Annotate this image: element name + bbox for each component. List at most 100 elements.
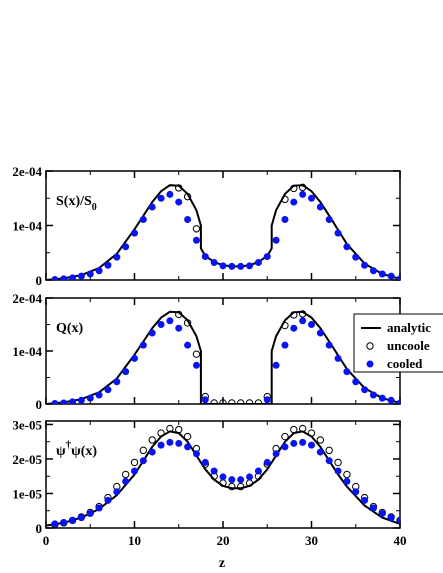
uncooled-point [298, 424, 307, 433]
legend: analytic uncoole cooled [353, 313, 443, 373]
cooled-point [263, 458, 271, 466]
cooled-point [113, 253, 121, 261]
uncooled-point [281, 321, 289, 330]
cooled-point [325, 216, 333, 224]
cooled-point [325, 457, 333, 465]
uncooled-point [316, 436, 325, 444]
cooled-point [201, 253, 209, 261]
panel-label: ψ†ψ(x) [56, 439, 97, 459]
y-tick-label: 2e-05 [12, 452, 42, 467]
cooled-point [157, 194, 165, 202]
cooled-point [175, 198, 183, 206]
cooled-point [60, 275, 68, 280]
cooled-point [192, 236, 200, 244]
y-tick-label: 2e-04 [12, 291, 42, 306]
cooled-point [148, 448, 156, 456]
cooled-point [361, 496, 369, 504]
cooled-point [237, 476, 245, 484]
cooled-point [175, 439, 183, 447]
cooled-point [316, 203, 324, 211]
cooled-point [131, 354, 138, 362]
uncooled-point [343, 470, 351, 479]
cooled-point [131, 467, 138, 475]
uncooled-point [298, 183, 307, 192]
cooled-point [201, 458, 209, 466]
cooled-point [95, 267, 103, 275]
cooled-point [246, 473, 254, 481]
cooled-point [361, 261, 369, 269]
cooled-point [192, 450, 200, 458]
cooled-point [378, 510, 386, 518]
cooled-point [308, 441, 315, 449]
cooled-point [69, 516, 77, 524]
cooled-point [86, 510, 94, 518]
cooled-point [166, 438, 174, 446]
uncooled-point [175, 425, 183, 434]
uncooled-point [334, 458, 342, 467]
uncooled-point [175, 184, 183, 192]
cooled-point [387, 396, 395, 404]
cooled-point [308, 194, 315, 202]
cooled-point [387, 272, 395, 280]
cooled-point [334, 467, 342, 475]
x-tick-label: 20 [217, 533, 230, 548]
cooled-point [334, 354, 342, 362]
cooled-point [104, 386, 112, 394]
cooled-point [343, 368, 351, 376]
cooled-point [157, 321, 165, 328]
cooled-point [272, 450, 280, 458]
cooled-point [77, 396, 85, 404]
cooled-point [219, 262, 227, 270]
uncooled-point [228, 482, 236, 491]
cooled-point [51, 520, 59, 528]
uncooled-point [281, 195, 289, 204]
uncooled-point [307, 429, 316, 437]
cooled-point [104, 261, 112, 269]
uncooled-point [157, 429, 165, 437]
cooled-point [290, 439, 298, 447]
cooled-point [192, 361, 200, 369]
cooled-point [396, 399, 400, 404]
uncooled-point [281, 432, 289, 441]
legend-cooled-marker [366, 360, 374, 368]
uncooled-point [192, 350, 201, 358]
x-tick-label: 10 [128, 533, 141, 548]
cooled-point [263, 253, 271, 261]
uncooled-point [139, 446, 148, 455]
cooled-point [352, 488, 360, 496]
cooled-point [237, 262, 245, 270]
cooled-point [113, 378, 121, 386]
x-tick-label: 0 [43, 533, 50, 548]
panel-label: Q(x) [56, 321, 84, 336]
cooled-point [246, 262, 254, 270]
legend-uncooled-marker [366, 342, 374, 350]
cooled-point [139, 341, 147, 349]
uncooled-point [166, 424, 174, 433]
uncooled-point [219, 399, 227, 404]
legend-uncooled-label: uncoole [387, 338, 430, 353]
cooled-point [308, 321, 315, 328]
cooled-point [378, 394, 386, 402]
uncooled-point [148, 436, 156, 444]
cooled-point [263, 396, 271, 404]
cooled-point [113, 488, 121, 496]
cooled-point [369, 391, 377, 399]
uncooled-point [192, 225, 201, 233]
cooled-point [51, 399, 59, 404]
cooled-point [228, 262, 236, 270]
cooled-point [95, 391, 103, 399]
uncooled-point [245, 399, 254, 404]
cooled-point [316, 329, 324, 337]
uncooled-point [121, 470, 130, 479]
uncooled-point [237, 399, 245, 404]
uncooled-point [290, 311, 298, 319]
cooled-point [290, 324, 298, 332]
cooled-point [166, 190, 174, 198]
cooled-point [157, 441, 165, 449]
cooled-point [210, 467, 218, 475]
cooled-point [69, 398, 77, 404]
y-tick-label: 0 [36, 273, 43, 288]
cooled-point [272, 236, 280, 244]
panel-frame [45, 297, 401, 405]
